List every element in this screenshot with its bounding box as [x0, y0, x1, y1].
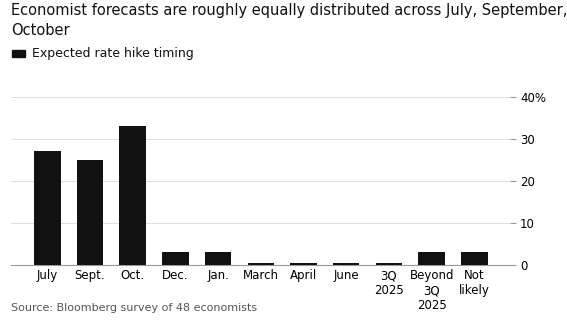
Bar	[120, 126, 146, 265]
Text: Source: Bloomberg survey of 48 economists: Source: Bloomberg survey of 48 economist…	[11, 303, 257, 313]
Text: Expected rate hike timing: Expected rate hike timing	[32, 47, 193, 60]
Bar	[34, 151, 61, 265]
Bar	[77, 160, 103, 265]
Text: October: October	[11, 23, 70, 37]
Bar	[162, 252, 189, 265]
Bar	[376, 263, 402, 265]
Bar	[418, 252, 445, 265]
Bar	[290, 263, 317, 265]
Bar	[461, 252, 488, 265]
Bar	[205, 252, 231, 265]
Text: Economist forecasts are roughly equally distributed across July, September,: Economist forecasts are roughly equally …	[11, 3, 567, 18]
Bar	[333, 263, 359, 265]
Bar	[248, 263, 274, 265]
